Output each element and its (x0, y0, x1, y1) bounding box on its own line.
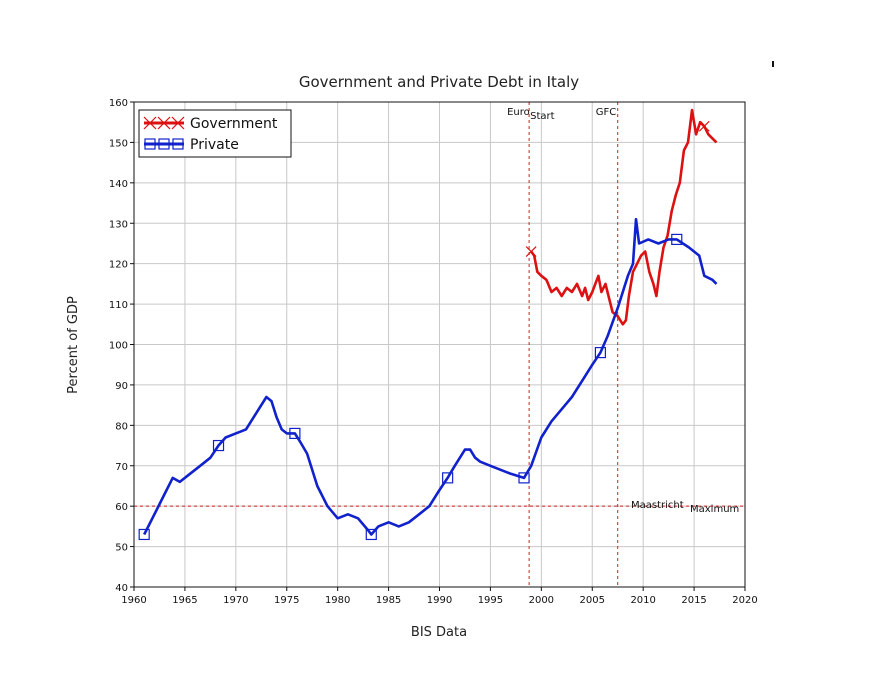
chart-title: Government and Private Debt in Italy (299, 73, 579, 91)
grid (134, 102, 745, 587)
legend-government-label: Government (190, 116, 278, 132)
x-tick-label: 2010 (630, 595, 655, 606)
series-line-private (143, 217, 718, 536)
x-axis-label: BIS Data (411, 625, 467, 640)
reference-label: Maastricht (631, 500, 684, 511)
y-tick-label: 70 (115, 462, 128, 473)
reference-label: Euro (507, 107, 530, 118)
series-marker-private (594, 346, 606, 359)
series-marker-government (698, 120, 710, 132)
legend-private-marker (144, 138, 184, 150)
x-tick-label: 1995 (478, 595, 503, 606)
y-tick-label: 80 (115, 421, 128, 432)
y-tick-label: 110 (109, 300, 128, 311)
reference-lines: Euro Start GFC Maastricht Maximum (134, 102, 745, 587)
reference-label: GFC (596, 107, 617, 118)
series-marker-government (525, 246, 537, 257)
series-line-government (530, 108, 718, 326)
y-tick-label: 50 (115, 543, 128, 554)
legend: Government Private (138, 109, 292, 158)
x-tick-label: 1965 (172, 595, 197, 606)
x-tick-label: 1970 (223, 595, 248, 606)
series-layer (138, 108, 718, 541)
x-tick-label: 1985 (376, 595, 401, 606)
y-tick-label: 160 (109, 98, 128, 109)
x-tick-label: 2000 (529, 595, 554, 606)
x-tick-label: 1960 (121, 595, 146, 606)
y-tick-label: 90 (115, 381, 128, 392)
series-marker-private (365, 528, 377, 541)
series-marker-private (671, 233, 683, 246)
legend-private-label: Private (190, 137, 239, 153)
y-tick-label: 100 (109, 341, 128, 352)
series-private (138, 217, 718, 541)
x-tick-label: 1975 (274, 595, 299, 606)
y-tick-label: 60 (115, 502, 128, 513)
reference-label: Maximum (690, 504, 739, 515)
y-tick-label: 120 (109, 260, 128, 271)
reference-label: Start (530, 111, 555, 122)
series-marker-private (518, 472, 530, 484)
x-tick-label: 1980 (325, 595, 350, 606)
series-marker-private (442, 472, 454, 484)
x-tick-label: 2020 (732, 595, 757, 606)
series-marker-private (138, 528, 150, 541)
series-marker-private (212, 439, 225, 452)
y-tick-label: 40 (115, 583, 128, 594)
y-tick-label: 140 (109, 179, 128, 190)
tick-labels: 1960 1965 1970 1975 1980 1985 1990 1995 2000 2005… (109, 98, 758, 606)
y-axis-label: Percent of GDP (66, 296, 81, 394)
legend-government-marker (143, 116, 185, 130)
x-tick-label: 2005 (580, 595, 605, 606)
series-marker-private (289, 427, 301, 440)
x-tick-label: 2015 (681, 595, 706, 606)
series-government (525, 108, 718, 326)
y-tick-label: 150 (109, 138, 128, 149)
x-tick-label: 1990 (427, 595, 452, 606)
y-tick-label: 130 (109, 219, 128, 230)
